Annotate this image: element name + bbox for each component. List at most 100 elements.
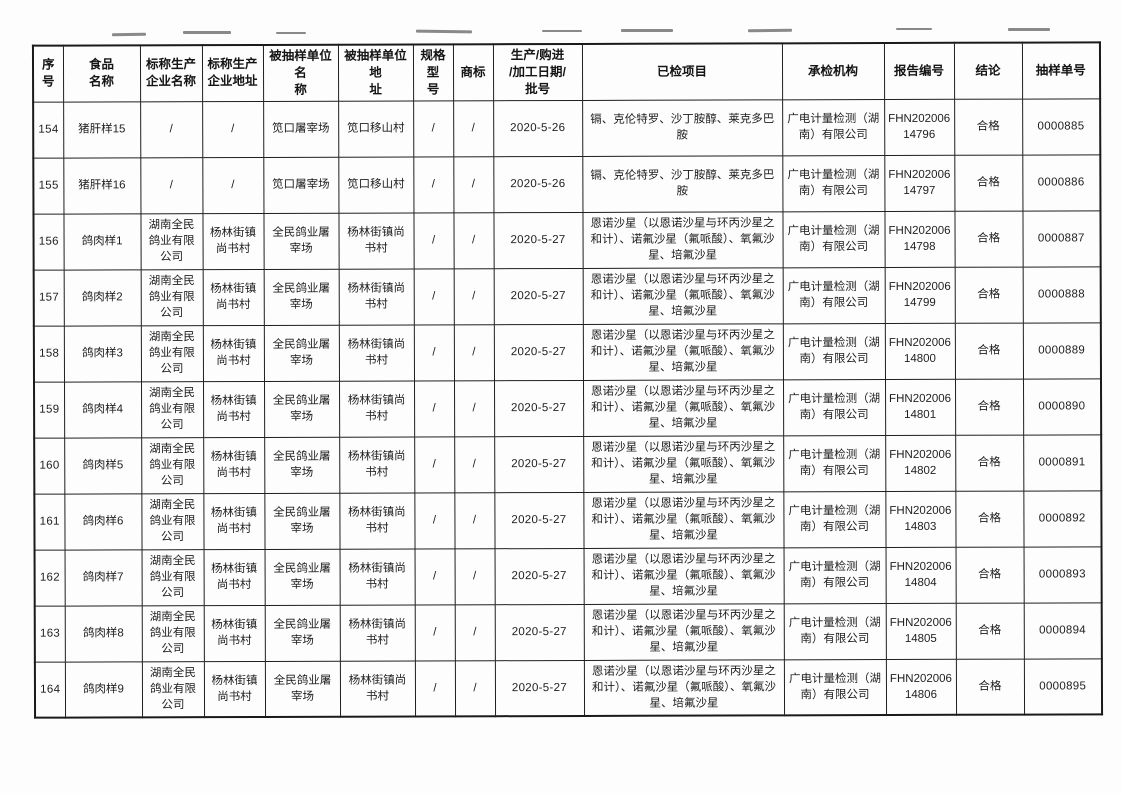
cell-tested_items: 镉、克伦特罗、沙丁胺醇、莱克多巴胺 — [582, 155, 783, 213]
cell-report_no: FHN20200614800 — [884, 322, 955, 380]
cell-producer_address: 杨林街镇尚书村 — [203, 493, 265, 550]
cell-testing_agency: 广电计量检测（湖南）有限公司 — [783, 491, 886, 548]
cell-sampled_unit_name: 全民鸽业屠宰场 — [264, 660, 341, 718]
cell-food_name: 鸽肉样3 — [63, 325, 142, 382]
cell-producer_address: / — [202, 101, 264, 158]
cell-production_date: 2020-5-27 — [493, 268, 583, 325]
cell-food_name: 鸽肉样4 — [64, 381, 142, 438]
cell-trademark: / — [454, 548, 495, 605]
table-row: 157 鸽肉样2 湖南全民鸽业有限公司 杨林街镇尚书村 全民鸽业屠宰场 杨林街镇尚书村 / /… — [33, 266, 1101, 326]
cell-food_name: 鸽肉样1 — [63, 213, 141, 270]
cell-conclusion: 合格 — [955, 658, 1025, 715]
cell-producer_name: 湖南全民鸽业有限公司 — [141, 437, 204, 494]
cell-sampled_unit_address: 笕口移山村 — [338, 156, 414, 213]
cell-conclusion: 合格 — [954, 378, 1024, 435]
cell-sampled_unit_name: 全民鸽业屠宰场 — [264, 548, 340, 606]
cell-sampled_unit_name: 全民鸽业屠宰场 — [263, 268, 339, 326]
cell-tested_items: 恩诺沙星（以恩诺沙星与环丙沙星之和计）、诺氟沙星（氟哌酸）、氧氟沙星、培氟沙星 — [583, 379, 784, 437]
cell-spec_model: / — [414, 660, 456, 717]
scan-artifact — [542, 30, 582, 32]
cell-sampled_unit_name: 全民鸽业屠宰场 — [264, 380, 340, 438]
scan-artifact — [415, 29, 473, 34]
cell-tested_items: 恩诺沙星（以恩诺沙星与环丙沙星之和计）、诺氟沙星（氟哌酸）、氧氟沙星、培氟沙星 — [582, 211, 783, 269]
cell-conclusion: 合格 — [955, 434, 1024, 491]
cell-trademark: / — [454, 380, 495, 437]
column-header-sample-no: 抽样单号 — [1021, 42, 1101, 99]
cell-index: 164 — [34, 661, 66, 718]
cell-report_no: FHN20200614801 — [884, 378, 956, 436]
cell-spec_model: / — [413, 100, 454, 157]
cell-sampled_unit_address: 笕口移山村 — [338, 100, 414, 157]
table-row: 156 鸽肉样1 湖南全民鸽业有限公司 杨林街镇尚书村 全民鸽业屠宰场 杨林街镇尚书村 / /… — [33, 210, 1101, 270]
cell-sample_no: 0000893 — [1023, 546, 1102, 603]
cell-tested_items: 镉、克伦特罗、沙丁胺醇、莱克多巴胺 — [582, 99, 783, 157]
cell-sample_no: 0000895 — [1023, 658, 1103, 715]
cell-production_date: 2020-5-27 — [494, 604, 584, 661]
cell-producer_name: 湖南全民鸽业有限公司 — [141, 381, 204, 438]
cell-conclusion: 合格 — [955, 490, 1024, 547]
cell-sample_no: 0000887 — [1022, 210, 1101, 267]
column-header-production-date: 生产/购进 /加工日期/ 批号 — [492, 43, 583, 101]
cell-report_no: FHN20200614802 — [885, 434, 956, 492]
cell-report_no: FHN20200614798 — [884, 210, 955, 268]
cell-production_date: 2020-5-27 — [494, 492, 584, 549]
table-row: 159 鸽肉样4 湖南全民鸽业有限公司 杨林街镇尚书村 全民鸽业屠宰场 杨林街镇尚书村 / /… — [34, 378, 1102, 438]
scan-artifact — [1008, 28, 1050, 31]
table-row: 162 鸽肉样7 湖南全民鸽业有限公司 杨林街镇尚书村 全民鸽业屠宰场 杨林街镇尚书村 / /… — [34, 546, 1102, 606]
cell-index: 156 — [33, 213, 64, 270]
cell-producer_name: 湖南全民鸽业有限公司 — [141, 493, 204, 550]
cell-production_date: 2020-5-27 — [494, 436, 584, 493]
cell-report_no: FHN20200614803 — [885, 490, 956, 548]
cell-trademark: / — [453, 212, 494, 269]
cell-producer_address: 杨林街镇尚书村 — [202, 213, 264, 270]
inspection-table: 序号 食品 名称 标称生产 企业名称 标称生产 企业地址 被抽样单位名 称 被抽… — [31, 41, 1104, 719]
cell-index: 155 — [33, 157, 64, 214]
cell-trademark: / — [453, 268, 494, 325]
cell-report_no: FHN20200614805 — [885, 602, 956, 660]
scan-artifact — [747, 28, 793, 33]
table-row: 158 鸽肉样3 湖南全民鸽业有限公司 杨林街镇尚书村 全民鸽业屠宰场 杨林街镇尚书村 / /… — [33, 322, 1101, 382]
scan-artifact — [621, 29, 673, 32]
cell-sampled_unit_address: 杨林街镇尚书村 — [339, 380, 415, 437]
cell-sampled_unit_address: 杨林街镇尚书村 — [339, 660, 416, 717]
column-header-conclusion: 结论 — [953, 42, 1023, 99]
cell-testing_agency: 广电计量检测（湖南）有限公司 — [783, 659, 887, 716]
cell-tested_items: 恩诺沙星（以恩诺沙星与环丙沙星之和计）、诺氟沙星（氟哌酸）、氧氟沙星、培氟沙星 — [583, 603, 784, 661]
cell-producer_address: 杨林街镇尚书村 — [203, 381, 265, 438]
cell-producer_name: 湖南全民鸽业有限公司 — [140, 325, 204, 382]
column-header-sampled-unit-name: 被抽样单位名 称 — [262, 44, 339, 102]
cell-producer_address: 杨林街镇尚书村 — [202, 269, 264, 326]
table-header: 序号 食品 名称 标称生产 企业名称 标称生产 企业地址 被抽样单位名 称 被抽… — [32, 42, 1101, 102]
cell-tested_items: 恩诺沙星（以恩诺沙星与环丙沙星之和计）、诺氟沙星（氟哌酸）、氧氟沙星、培氟沙星 — [582, 323, 783, 381]
table-row: 154 猪肝样15// 笕口屠宰场 笕口移山村 //2020-5-26 镉、克伦特罗、沙丁… — [33, 98, 1101, 158]
cell-report_no: FHN20200614797 — [884, 154, 955, 212]
cell-spec_model: / — [414, 492, 455, 549]
cell-trademark: / — [453, 100, 494, 157]
cell-production_date: 2020-5-27 — [493, 212, 583, 269]
cell-trademark: / — [453, 156, 494, 213]
cell-spec_model: / — [413, 268, 454, 325]
cell-testing_agency: 广电计量检测（湖南）有限公司 — [782, 211, 885, 268]
cell-sampled_unit_address: 杨林街镇尚书村 — [338, 268, 414, 325]
column-header-sampled-unit-address: 被抽样单位地 址 — [337, 44, 414, 101]
cell-conclusion: 合格 — [955, 602, 1024, 659]
cell-testing_agency: 广电计量检测（湖南）有限公司 — [782, 155, 885, 212]
cell-trademark: / — [453, 324, 495, 381]
cell-sampled_unit_name: 笕口屠宰场 — [263, 100, 339, 158]
cell-sampled_unit_name: 全民鸽业屠宰场 — [263, 212, 339, 270]
cell-sampled_unit_name: 全民鸽业屠宰场 — [264, 604, 340, 662]
column-header-testing-agency: 承检机构 — [781, 43, 885, 100]
cell-sampled_unit_address: 杨林街镇尚书村 — [338, 324, 415, 381]
column-header-producer-address: 标称生产 企业地址 — [201, 44, 264, 102]
cell-tested_items: 恩诺沙星（以恩诺沙星与环丙沙星之和计）、诺氟沙星（氟哌酸）、氧氟沙星、培氟沙星 — [582, 267, 783, 325]
cell-trademark: / — [454, 604, 495, 661]
cell-conclusion: 合格 — [955, 546, 1024, 603]
cell-sample_no: 0000889 — [1022, 322, 1101, 379]
cell-production_date: 2020-5-26 — [493, 156, 583, 213]
table-row: 164 鸽肉样9 湖南全民鸽业有限公司 杨林街镇尚书村 全民鸽业屠宰场 杨林街镇尚书村 / /… — [34, 658, 1103, 718]
cell-spec_model: / — [414, 548, 455, 605]
cell-food_name: 鸽肉样9 — [64, 661, 143, 718]
cell-producer_address: 杨林街镇尚书村 — [203, 437, 265, 494]
column-header-producer-name: 标称生产 企业名称 — [139, 45, 203, 102]
cell-conclusion: 合格 — [954, 98, 1023, 155]
